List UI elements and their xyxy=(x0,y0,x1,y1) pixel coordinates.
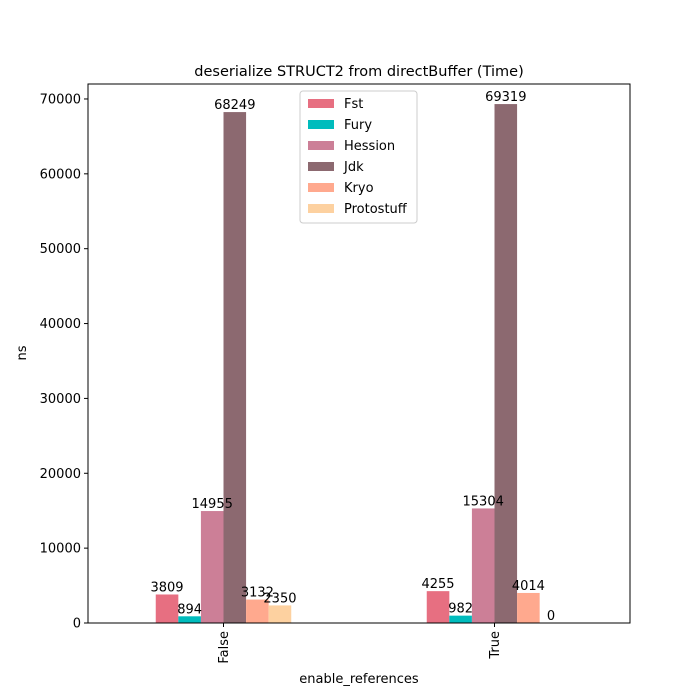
bar-value-label: 894 xyxy=(177,602,202,617)
bar-jdk-false xyxy=(223,112,247,623)
y-tick-label: 70000 xyxy=(40,92,81,107)
y-tick-label: 30000 xyxy=(40,392,81,407)
bar-jdk-true xyxy=(494,104,518,624)
bar-fst-false xyxy=(155,594,179,623)
chart-title: deserialize STRUCT2 from directBuffer (T… xyxy=(194,64,523,80)
bar-kryo-true xyxy=(517,592,540,623)
y-axis: 0 10000 20000 30000 40000 50000 60000 70000 xyxy=(40,92,88,632)
y-tick-label: 60000 xyxy=(40,167,81,182)
x-tick-label: False xyxy=(217,631,232,664)
x-tick-label: True xyxy=(488,631,503,660)
bar-value-label: 14955 xyxy=(192,497,233,512)
plot-frame xyxy=(87,83,631,624)
legend-swatch-protostuff xyxy=(308,204,334,213)
legend-label-fury: Fury xyxy=(344,118,372,133)
bar-fst-true xyxy=(426,591,450,623)
bar-value-label: 3809 xyxy=(150,580,183,595)
y-tick-label: 50000 xyxy=(40,242,81,257)
y-tick-label: 10000 xyxy=(40,542,81,557)
legend: Fst Fury Hession Jdk Kryo Protostuff xyxy=(299,90,418,224)
y-tick-label: 0 xyxy=(73,617,81,632)
bar-hession-true xyxy=(471,508,495,623)
bar-fury-true xyxy=(449,615,472,623)
x-axis: False True xyxy=(217,623,503,664)
legend-label-kryo: Kryo xyxy=(344,181,374,196)
bar-value-label: 2350 xyxy=(263,591,296,606)
legend-swatch-kryo xyxy=(308,183,334,192)
legend-label-fst: Fst xyxy=(344,97,363,112)
legend-label-hession: Hession xyxy=(344,139,395,154)
legend-label-protostuff: Protostuff xyxy=(344,202,408,217)
bar-value-label: 4014 xyxy=(512,579,545,594)
bar-fury-false xyxy=(178,616,201,623)
y-tick-label: 40000 xyxy=(40,317,81,332)
bar-value-label: 15304 xyxy=(463,494,504,509)
bar-value-label: 4255 xyxy=(421,577,454,592)
bar-value-label: 982 xyxy=(448,602,473,617)
legend-swatch-hession xyxy=(308,141,334,150)
legend-label-jdk: Jdk xyxy=(343,160,364,175)
y-axis-label: ns xyxy=(15,345,30,360)
y-tick-label: 20000 xyxy=(40,467,81,482)
legend-swatch-fury xyxy=(308,120,334,129)
bar-value-label: 69319 xyxy=(485,90,526,105)
bar-value-label: 0 xyxy=(547,609,555,624)
bar-value-label: 3132 xyxy=(241,586,274,601)
bars-group xyxy=(155,104,540,624)
bar-hession-false xyxy=(200,511,224,623)
bar-value-label: 68249 xyxy=(214,98,255,113)
bar-kryo-false xyxy=(246,599,269,623)
legend-swatch-fst xyxy=(308,99,334,108)
legend-swatch-jdk xyxy=(308,162,334,171)
x-axis-label: enable_references xyxy=(299,672,419,687)
bar-protostuff-false xyxy=(268,605,292,623)
